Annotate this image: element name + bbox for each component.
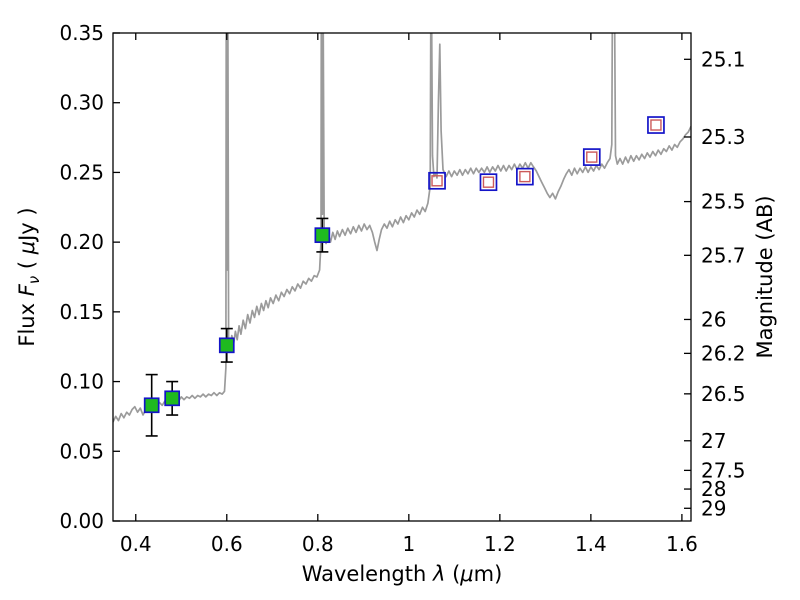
y-tick-label-left: 0.00 <box>59 509 104 533</box>
x-tick-label: 0.8 <box>302 532 334 556</box>
y-tick-label-right: 27 <box>701 429 726 453</box>
model-point-inner-square <box>519 170 531 183</box>
y-tick-label-left: 0.30 <box>59 91 104 115</box>
observed-point-marker <box>218 337 235 354</box>
y-tick-label-right: 25.5 <box>701 190 746 214</box>
model-point-outer-square <box>647 116 665 134</box>
model-spectrum-line <box>113 33 691 423</box>
y-tick-label-right: 25.3 <box>701 125 746 149</box>
x-tick-label: 0.6 <box>211 532 243 556</box>
observed-point-marker <box>314 227 331 244</box>
y-axis-ticks-left: 0.00 0.05 0.10 0.15 0.20 0.25 0.30 0.35 <box>59 21 120 533</box>
y-tick-label-right: 27.5 <box>701 458 746 482</box>
model-point-outer-square <box>479 173 498 192</box>
y-tick-label-right: 26.5 <box>701 382 746 406</box>
y-axis-label-left: Flux Fν ( μJy ) <box>15 207 43 346</box>
y-tick-label-left: 0.15 <box>59 300 104 324</box>
y-tick-label-right: 26.2 <box>701 341 746 365</box>
y-tick-label-right: 25.1 <box>701 47 746 71</box>
model-point-outer-square <box>428 171 446 190</box>
y-tick-label-right: 25.7 <box>701 243 746 267</box>
y-tick-label-right: 26 <box>701 307 726 331</box>
y-tick-label-left: 0.20 <box>59 230 104 254</box>
model-point-inner-square <box>586 151 598 163</box>
y-tick-label-left: 0.05 <box>59 439 104 463</box>
y-tick-label-right: 29 <box>701 496 726 520</box>
x-tick-label: 1.4 <box>575 532 607 556</box>
model-point-inner-square <box>482 176 495 188</box>
observed-point-marker <box>164 390 181 407</box>
plot-frame <box>112 32 692 522</box>
x-tick-label: 1.2 <box>484 532 516 556</box>
x-axis-label: Wavelength λ (μm) <box>302 562 503 586</box>
y-tick-label-left: 0.35 <box>59 21 104 45</box>
x-axis-ticks: 0.4 0.6 0.8 1 1.2 1.4 1.6 <box>120 33 698 556</box>
y-axis-label-right: Magnitude (AB) <box>753 195 777 358</box>
observed-photometry-points <box>143 217 331 437</box>
observed-point-marker <box>143 397 160 414</box>
y-tick-label-right: 28 <box>701 477 726 501</box>
x-tick-label: 1 <box>402 532 415 556</box>
model-point-inner-square <box>650 119 662 131</box>
y-tick-label-left: 0.25 <box>59 160 104 184</box>
model-point-outer-square <box>582 148 601 166</box>
y-tick-label-left: 0.10 <box>59 370 104 394</box>
x-tick-label: 1.6 <box>666 532 698 556</box>
x-tick-label: 0.4 <box>120 532 152 556</box>
model-point-inner-square <box>431 175 443 187</box>
model-photometry-points <box>428 116 665 192</box>
model-point-outer-square <box>516 167 534 186</box>
